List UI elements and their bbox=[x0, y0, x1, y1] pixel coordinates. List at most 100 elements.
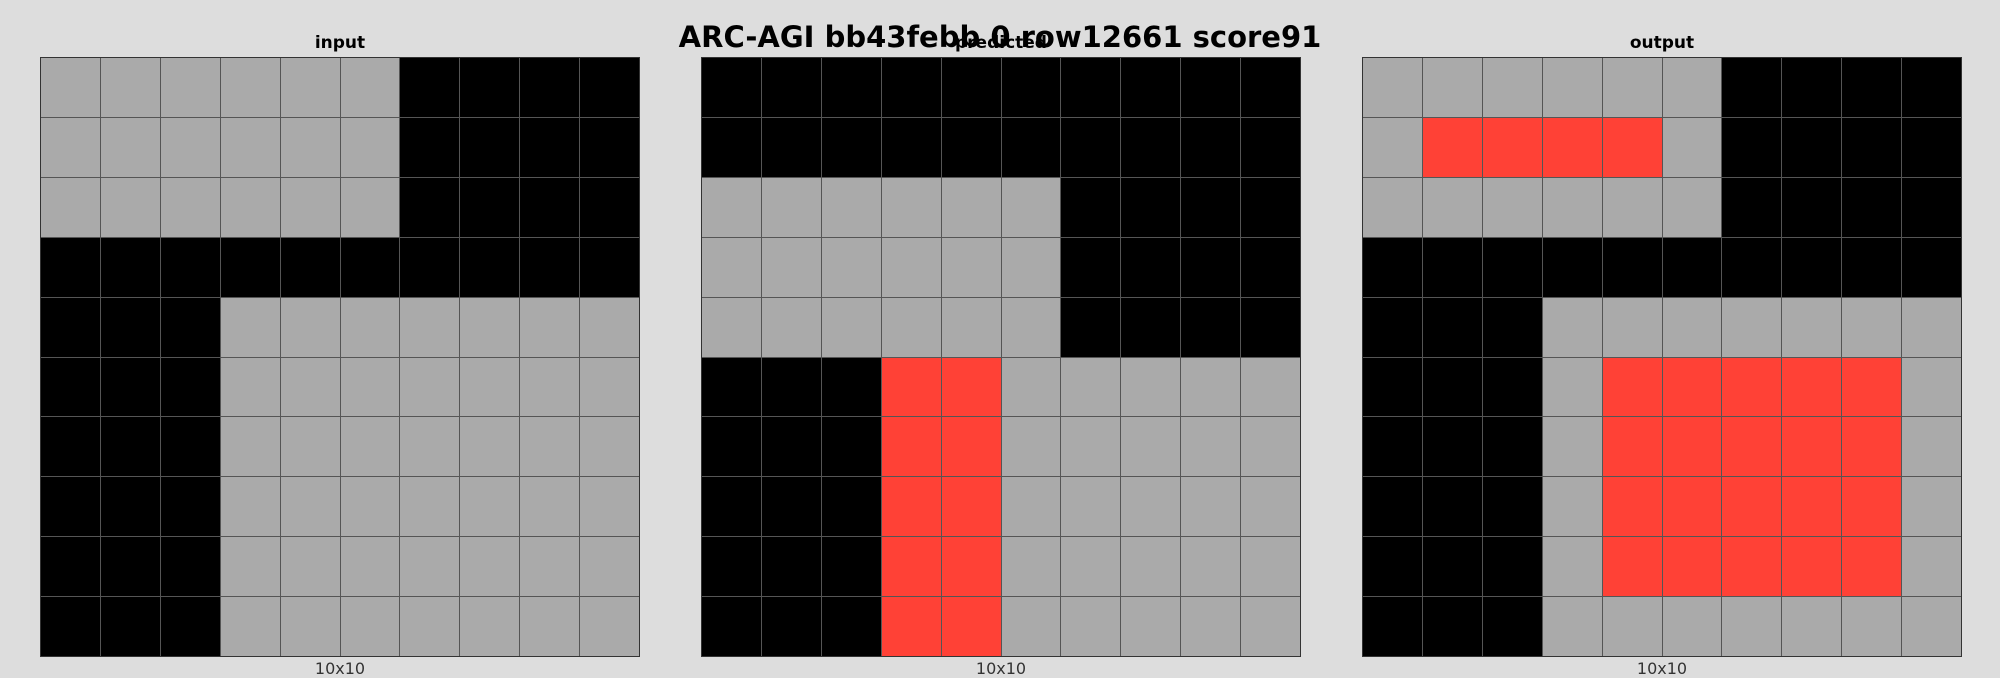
grid-cell bbox=[160, 297, 220, 357]
grid-cell bbox=[1662, 117, 1722, 177]
grid-cell bbox=[41, 297, 100, 357]
grid-cell bbox=[1662, 237, 1722, 297]
grid-cell bbox=[1722, 357, 1782, 417]
grid-cell bbox=[340, 417, 400, 477]
output-grid-size: 10x10 bbox=[1636, 659, 1688, 678]
grid-cell bbox=[100, 537, 160, 597]
input-panel-title: input bbox=[314, 33, 366, 53]
grid-cell bbox=[1181, 117, 1241, 177]
grid-cell bbox=[460, 117, 520, 177]
grid-cell bbox=[220, 597, 280, 656]
grid-cell bbox=[100, 417, 160, 477]
grid-cell bbox=[881, 597, 941, 656]
grid-cell bbox=[941, 477, 1001, 537]
grid-cell bbox=[941, 177, 1001, 237]
grid-cell bbox=[1782, 357, 1842, 417]
grid-cell bbox=[1602, 237, 1662, 297]
grid-cell bbox=[100, 477, 160, 537]
grid-cell bbox=[1842, 417, 1902, 477]
grid-cell bbox=[220, 417, 280, 477]
grid-cell bbox=[400, 237, 460, 297]
grid-cell bbox=[1181, 58, 1241, 117]
grid-cell bbox=[280, 597, 340, 656]
grid-cell bbox=[1121, 177, 1181, 237]
predicted-grid-size: 10x10 bbox=[975, 659, 1027, 678]
grid-cell bbox=[1842, 237, 1902, 297]
grid-cell bbox=[160, 357, 220, 417]
grid-cell bbox=[41, 117, 100, 177]
grid-cell bbox=[761, 297, 821, 357]
grid-cell bbox=[1001, 237, 1061, 297]
grid-cell bbox=[100, 58, 160, 117]
grid-cell bbox=[460, 58, 520, 117]
grid-cell bbox=[1001, 117, 1061, 177]
grid-cell bbox=[881, 357, 941, 417]
grid-cell bbox=[1241, 537, 1300, 597]
grid-cell bbox=[1842, 117, 1902, 177]
grid-cell bbox=[702, 477, 761, 537]
grid-cell bbox=[1602, 597, 1662, 656]
grid-cell bbox=[1363, 537, 1422, 597]
grid-cell bbox=[1422, 297, 1482, 357]
grid-cell bbox=[520, 597, 580, 656]
grid-cell bbox=[220, 237, 280, 297]
grid-cell bbox=[1782, 297, 1842, 357]
grid-cell bbox=[280, 417, 340, 477]
grid-cell bbox=[1662, 597, 1722, 656]
grid-cell bbox=[881, 117, 941, 177]
grid-cell bbox=[761, 58, 821, 117]
grid-cell bbox=[702, 177, 761, 237]
grid-cell bbox=[1662, 177, 1722, 237]
grid-cell bbox=[220, 357, 280, 417]
grid-cell bbox=[1061, 58, 1121, 117]
grid-cell bbox=[761, 597, 821, 656]
grid-cell bbox=[1363, 597, 1422, 656]
grid-cell bbox=[160, 117, 220, 177]
grid-cell bbox=[400, 477, 460, 537]
grid-cell bbox=[1422, 477, 1482, 537]
grid-cell bbox=[460, 237, 520, 297]
input-grid bbox=[40, 57, 640, 657]
grid-cell bbox=[1542, 297, 1602, 357]
grid-cell bbox=[1602, 537, 1662, 597]
grid-cell bbox=[1482, 597, 1542, 656]
grid-cell bbox=[1482, 297, 1542, 357]
grid-cell bbox=[1241, 597, 1300, 656]
grid-cell bbox=[1241, 477, 1300, 537]
grid-cell bbox=[821, 237, 881, 297]
grid-cell bbox=[1902, 177, 1961, 237]
grid-cell bbox=[1363, 417, 1422, 477]
grid-cell bbox=[941, 537, 1001, 597]
grid-cell bbox=[41, 177, 100, 237]
grid-cell bbox=[1542, 477, 1602, 537]
grid-cell bbox=[1722, 177, 1782, 237]
grid-cell bbox=[400, 58, 460, 117]
grid-cell bbox=[881, 177, 941, 237]
output-panel-title: output bbox=[1629, 33, 1695, 53]
grid-cell bbox=[761, 537, 821, 597]
grid-cell bbox=[1542, 417, 1602, 477]
grid-cell bbox=[460, 477, 520, 537]
grid-cell bbox=[881, 477, 941, 537]
grid-cell bbox=[1363, 357, 1422, 417]
grid-cell bbox=[761, 237, 821, 297]
grid-cell bbox=[160, 58, 220, 117]
grid-cell bbox=[1001, 537, 1061, 597]
grid-cell bbox=[1722, 597, 1782, 656]
grid-cell bbox=[1542, 357, 1602, 417]
grid-cell bbox=[1363, 117, 1422, 177]
grid-cell bbox=[1902, 477, 1961, 537]
grid-cell bbox=[1722, 417, 1782, 477]
grid-cell bbox=[881, 537, 941, 597]
grid-cell bbox=[1842, 357, 1902, 417]
grid-cell bbox=[41, 417, 100, 477]
grid-cell bbox=[761, 117, 821, 177]
grid-cell bbox=[941, 117, 1001, 177]
grid-cell bbox=[340, 477, 400, 537]
grid-cell bbox=[1363, 237, 1422, 297]
grid-cell bbox=[340, 117, 400, 177]
grid-cell bbox=[1602, 177, 1662, 237]
grid-cell bbox=[941, 297, 1001, 357]
grid-cell bbox=[1722, 237, 1782, 297]
grid-cell bbox=[280, 297, 340, 357]
